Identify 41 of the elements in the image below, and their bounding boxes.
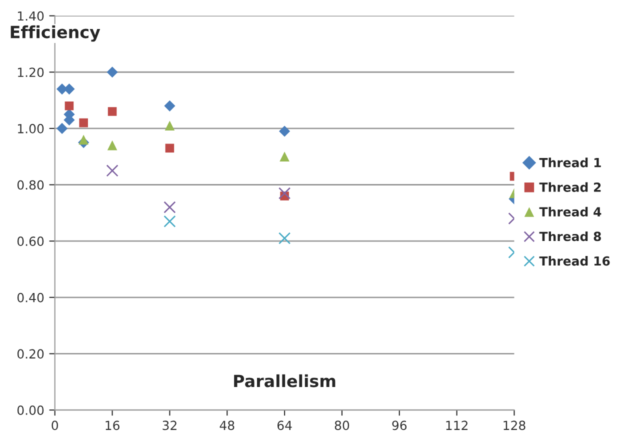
point xyxy=(164,120,175,131)
point xyxy=(164,215,176,228)
x-tick-label: 112 xyxy=(446,420,468,430)
point xyxy=(64,102,74,110)
y-tick-label: 0.20 xyxy=(17,349,44,359)
legend-label: Thread 16 xyxy=(539,256,610,266)
x-tick-label: 80 xyxy=(334,420,350,430)
y-tick-label: 1.00 xyxy=(18,124,44,134)
point xyxy=(56,122,68,134)
x-tick-label: 32 xyxy=(162,420,176,430)
point xyxy=(165,144,174,153)
x-tick-label: 48 xyxy=(220,420,234,430)
point xyxy=(78,134,88,145)
x-tick-label: 64 xyxy=(277,420,292,430)
y-tick-label: 1.40 xyxy=(18,11,44,21)
legend-label: Thread 1 xyxy=(539,158,601,168)
y-tick-label: 0.60 xyxy=(17,236,44,246)
x-axis-title: Parallelism xyxy=(234,374,336,388)
point xyxy=(164,201,176,214)
x-tick-label: 16 xyxy=(106,420,120,430)
x-tick-label: 128 xyxy=(504,420,526,430)
point xyxy=(106,164,118,177)
x-tick-label: 96 xyxy=(392,420,407,430)
legend-label: Thread 2 xyxy=(539,182,601,192)
point xyxy=(278,232,291,244)
point xyxy=(278,126,290,137)
y-tick-label: 0.40 xyxy=(17,292,44,302)
legend-label: Thread 8 xyxy=(539,231,601,242)
point xyxy=(280,152,290,162)
point xyxy=(108,107,117,116)
point xyxy=(79,118,88,128)
point xyxy=(278,187,291,200)
point xyxy=(164,100,176,112)
point xyxy=(106,66,118,78)
point xyxy=(107,140,118,150)
y-tick-label: 0.80 xyxy=(17,180,44,190)
legend-label: Thread 4 xyxy=(539,206,602,217)
y-tick-label: 1.20 xyxy=(18,68,44,78)
y-tick-label: 0.00 xyxy=(17,406,44,415)
x-tick-label: 0 xyxy=(52,420,58,430)
y-axis-title: Efficiency xyxy=(10,25,100,42)
